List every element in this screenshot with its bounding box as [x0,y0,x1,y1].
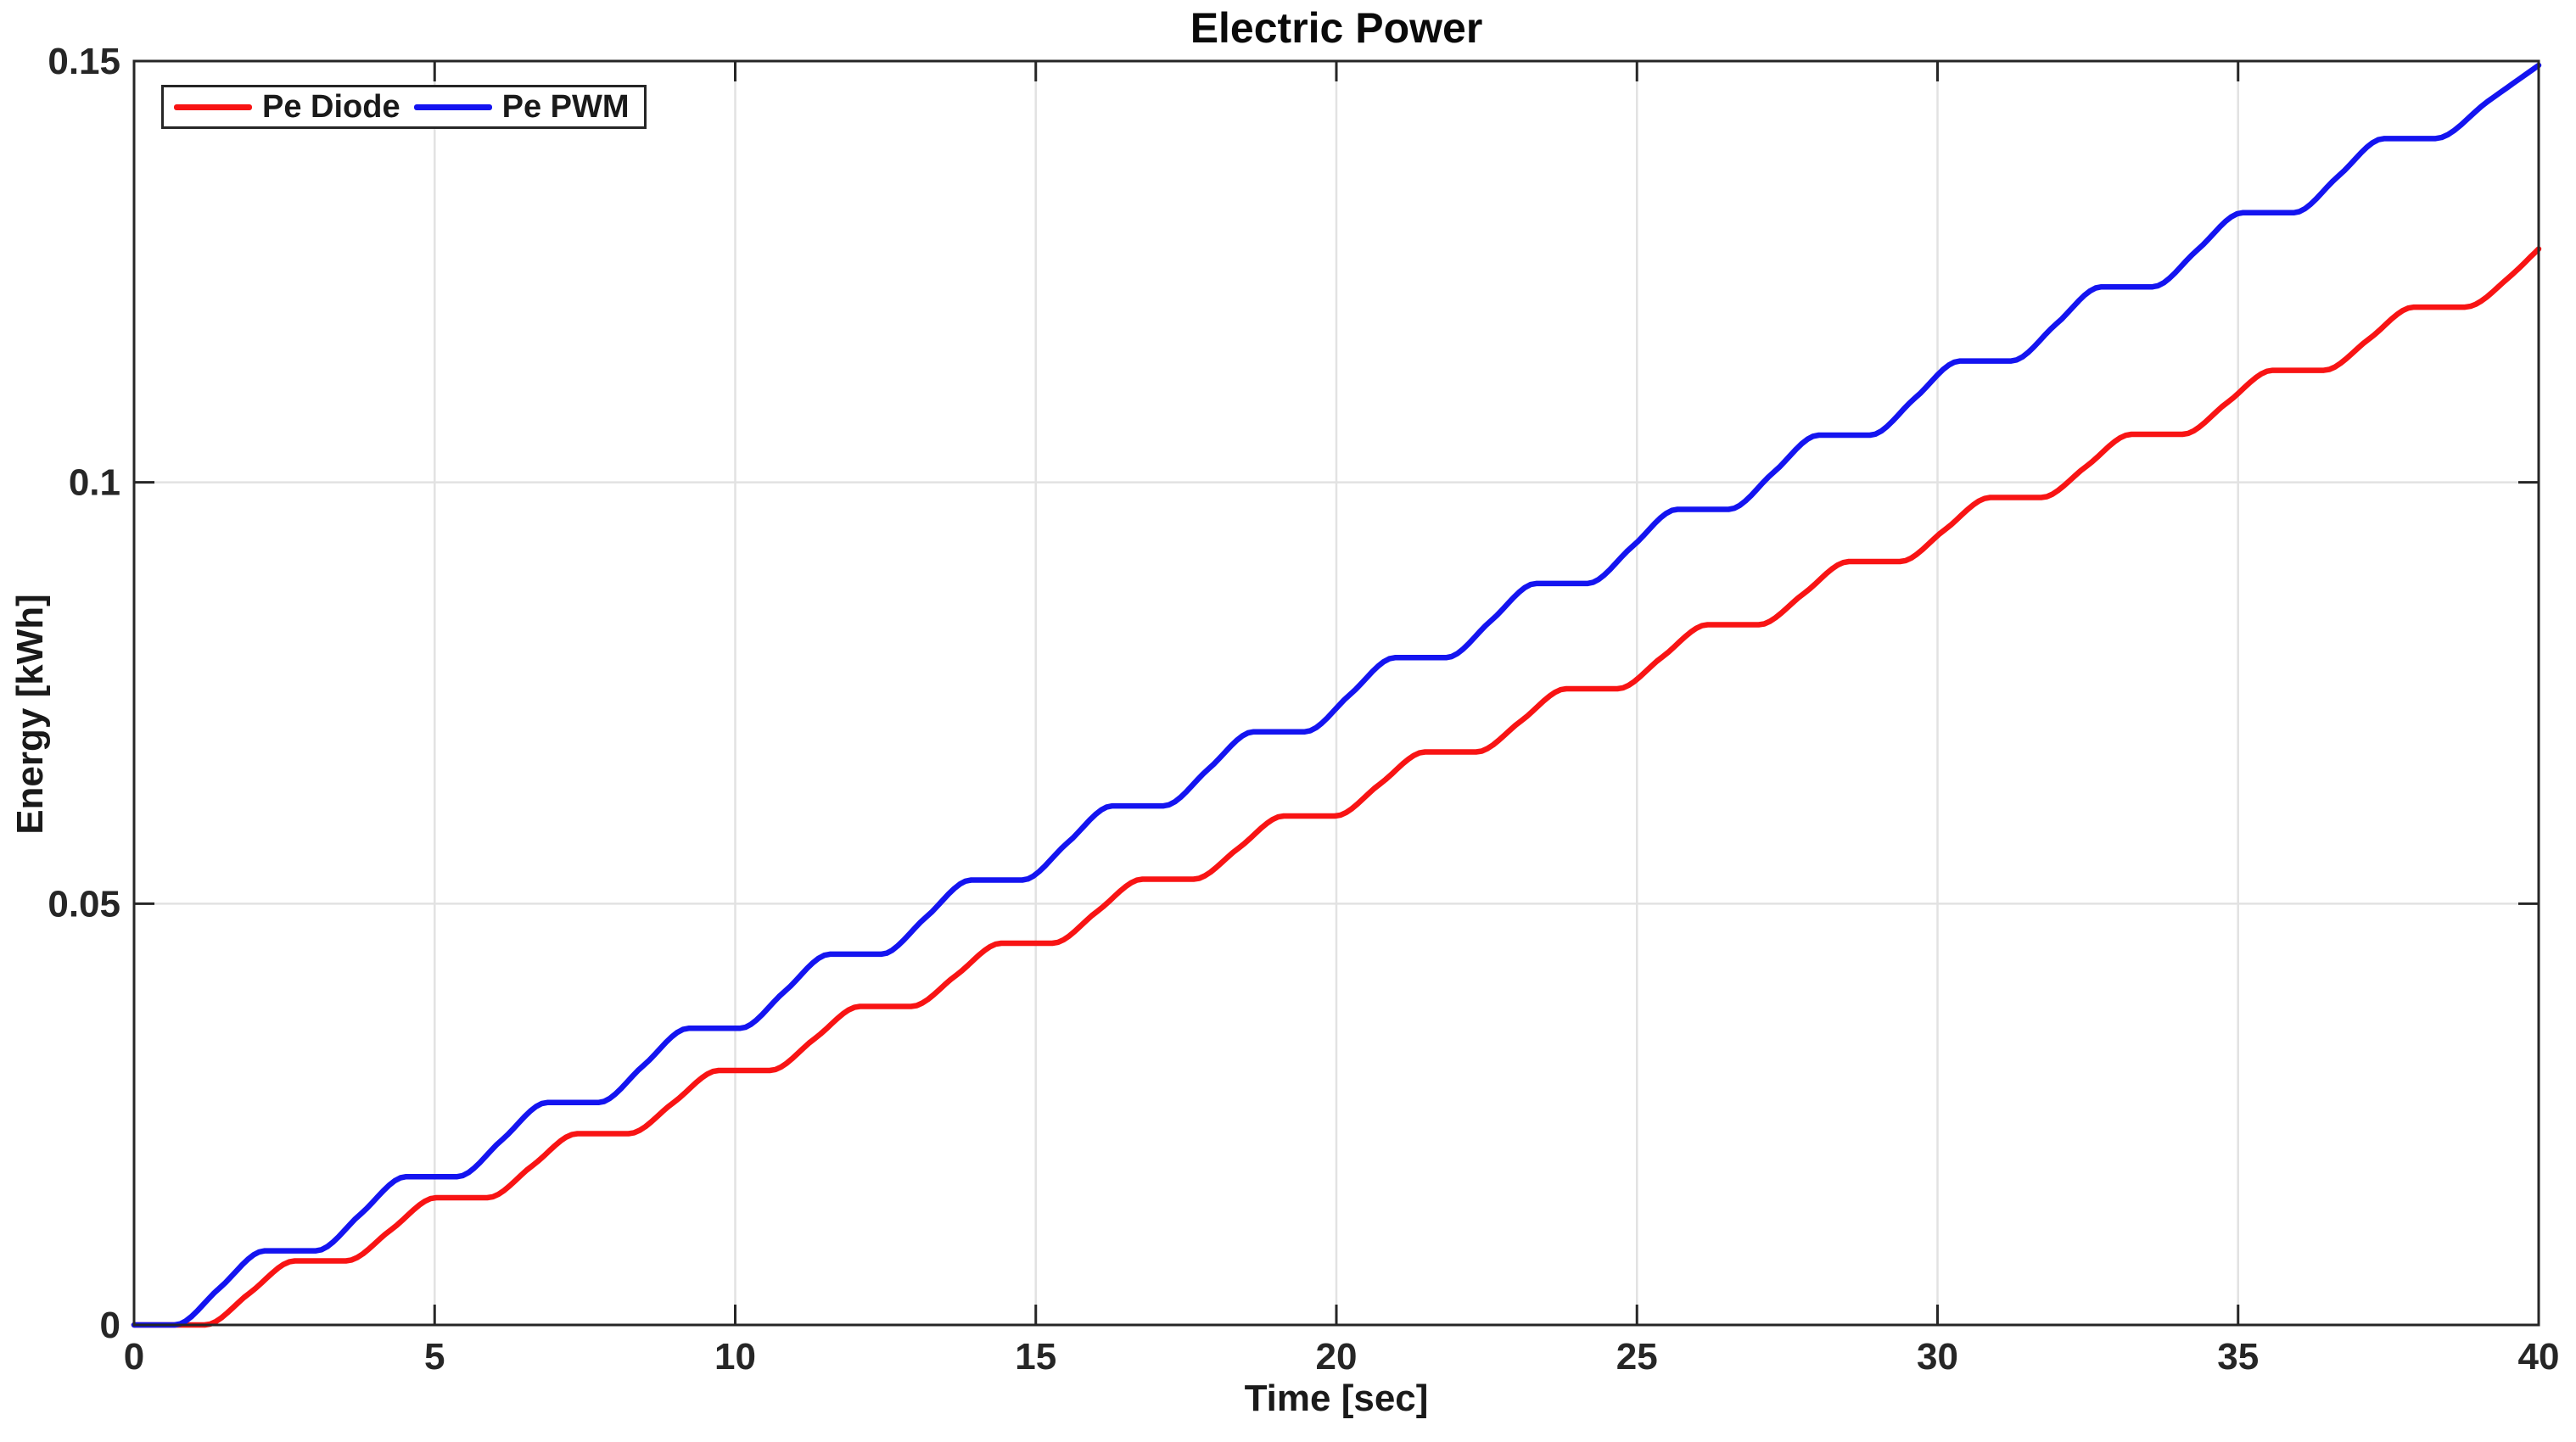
legend-label: Pe Diode [262,88,400,125]
legend-label: Pe PWM [501,88,630,125]
y-tick-label: 0.05 [48,883,120,925]
legend-item-pe-pwm[interactable]: Pe PWM [413,88,630,126]
x-tick-label: 35 [2217,1336,2259,1378]
y-tick-label: 0.1 [69,462,120,504]
legend[interactable]: Pe Diode Pe PWM [161,85,647,129]
axes-box [132,59,2540,1327]
chart-title: Electric Power [1190,4,1483,52]
x-axis-label: Time [sec] [1244,1378,1429,1419]
x-tick-label: 0 [124,1336,144,1378]
series-line-pe-diode[interactable] [131,246,2542,1328]
y-tick-label: 0.15 [48,41,120,82]
x-tick-label: 10 [714,1336,756,1378]
x-tick-label: 40 [2518,1336,2560,1378]
x-tick-label: 20 [1316,1336,1358,1378]
x-tick-label: 25 [1616,1336,1658,1378]
legend-line-sample [174,103,252,110]
legend-item-pe-diode[interactable]: Pe Diode [174,89,400,126]
y-tick-label: 0 [100,1305,120,1346]
x-tick-label: 30 [1917,1336,1958,1378]
series-line-pe-pwm[interactable] [131,62,2542,1328]
x-tick-label: 5 [424,1336,445,1378]
y-axis-label: Energy [kWh] [9,594,51,835]
x-tick-label: 15 [1015,1336,1056,1378]
legend-line-sample [413,103,492,110]
